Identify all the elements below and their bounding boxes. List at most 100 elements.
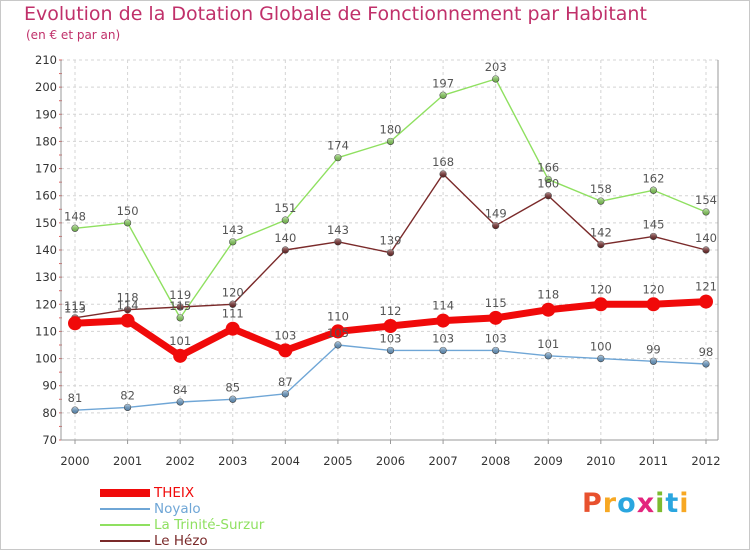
data-point-theix [383,319,398,333]
data-label-theix: 120 [642,282,664,296]
data-point-shade-la-trinite-surzur [597,197,605,205]
data-point-shade-le-hezo [334,238,342,246]
y-tick-label: 110 [35,324,57,338]
y-tick-label: 200 [35,80,57,94]
series-group [68,75,713,414]
data-point-shade-la-trinite-surzur [282,216,289,224]
legend-swatch-theix [100,489,150,497]
legend-swatch-le-hezo [100,540,150,542]
brand-letter: i [679,488,690,519]
data-point-shade-le-hezo [387,249,394,257]
data-label-noyalo: 105 [327,326,349,340]
y-tick-label: 100 [35,352,57,366]
data-point-shade-noyalo [492,347,499,354]
data-label-le-hezo: 118 [117,291,139,305]
data-label-theix: 103 [274,328,296,342]
legend-label-noyalo: Noyalo [154,501,201,517]
data-label-noyalo: 98 [699,345,714,359]
y-tick-label: 140 [35,243,57,257]
data-point-shade-la-trinite-surzur [439,91,447,99]
data-point-theix [593,297,608,312]
data-point-shade-la-trinite-surzur [544,176,552,183]
data-label-la-trinite-surzur: 150 [117,204,139,218]
y-tick-label: 70 [42,433,57,447]
legend-swatch-la-trinite-surzur [100,524,150,526]
data-label-noyalo: 84 [173,383,188,397]
data-point-shade-le-hezo [439,170,447,178]
x-tick-label: 2003 [218,454,247,468]
data-label-le-hezo: 142 [590,226,612,240]
y-tick-label: 190 [35,107,57,121]
y-tick-label: 180 [35,134,57,148]
brand-letter: P [582,488,603,519]
data-point-theix [225,321,240,336]
x-tick-label: 2001 [113,454,142,468]
x-tick-label: 2004 [271,454,300,468]
y-tick-label: 210 [35,53,57,67]
brand-letter: i [655,488,666,519]
x-tick-label: 2005 [323,454,352,468]
data-point-shade-noyalo [334,341,342,349]
data-label-la-trinite-surzur: 158 [590,182,612,196]
data-point-shade-le-hezo [492,222,499,229]
data-point-shade-le-hezo [597,241,605,248]
data-label-theix: 112 [380,304,402,318]
data-labels: 81 82 84 85 87 105 103 103 103 101 100 99 98 148 150 11… [64,60,717,405]
y-tick-label: 130 [35,270,57,284]
data-label-le-hezo: 140 [274,231,296,245]
data-point-shade-la-trinite-surzur [492,75,499,83]
data-label-theix: 114 [432,299,454,313]
data-point-shade-noyalo [702,360,710,368]
data-label-noyalo: 85 [225,380,240,394]
y-tick-label: 90 [42,379,57,393]
data-point-theix [646,297,661,312]
data-label-le-hezo: 149 [485,207,507,221]
data-label-noyalo: 100 [590,340,612,354]
data-point-theix [488,310,503,325]
data-point-shade-le-hezo [124,306,131,314]
brand-letter: t [665,488,680,519]
data-label-noyalo: 103 [432,331,454,345]
legend-label-le-hezo: Le Hézo [154,533,208,549]
data-label-le-hezo: 143 [327,223,349,237]
data-label-la-trinite-surzur: 115 [169,299,191,313]
chart-subtitle: (en € et par an) [26,28,121,42]
data-label-noyalo: 99 [646,342,661,356]
legend-label-la-trinite-surzur: La Trinité-Surzur [154,517,265,533]
data-point-shade-noyalo [387,347,394,354]
data-label-noyalo: 81 [68,391,83,405]
data-label-theix: 111 [222,307,244,321]
data-label-theix: 118 [537,288,559,302]
data-label-la-trinite-surzur: 174 [327,139,349,153]
brand-letter: o [617,488,637,519]
data-label-le-hezo: 120 [222,285,244,299]
brand-logo: Proxiti [582,488,690,519]
data-point-theix [541,302,556,317]
data-label-le-hezo: 119 [169,288,191,302]
data-point-shade-la-trinite-surzur [176,314,184,322]
x-tick-label: 2009 [534,454,563,468]
data-point-shade-la-trinite-surzur [229,238,237,246]
data-point-shade-noyalo [176,398,184,406]
brand-letter: x [636,488,656,519]
data-label-theix: 110 [327,309,349,323]
data-point-shade-noyalo [439,347,447,354]
data-label-noyalo: 82 [120,388,135,402]
data-point-shade-le-hezo [229,300,237,308]
data-point-shade-noyalo [544,352,552,360]
data-point-theix [699,294,713,309]
x-tick-label: 2002 [166,454,195,468]
chart-title: Evolution de la Dotation Globale de Fonc… [24,3,647,25]
data-label-la-trinite-surzur: 203 [485,60,507,74]
data-label-theix: 121 [695,280,717,294]
data-point-theix [173,348,188,363]
data-point-theix [68,316,82,331]
legend-label-theix: THEIX [154,485,195,501]
data-label-le-hezo: 139 [380,234,402,248]
data-label-theix: 101 [169,334,191,348]
y-tick-label: 150 [35,216,57,230]
data-point-shade-la-trinite-surzur [334,154,342,162]
data-label-la-trinite-surzur: 154 [695,193,717,207]
data-point-shade-noyalo [71,406,79,414]
data-label-la-trinite-surzur: 197 [432,76,454,90]
